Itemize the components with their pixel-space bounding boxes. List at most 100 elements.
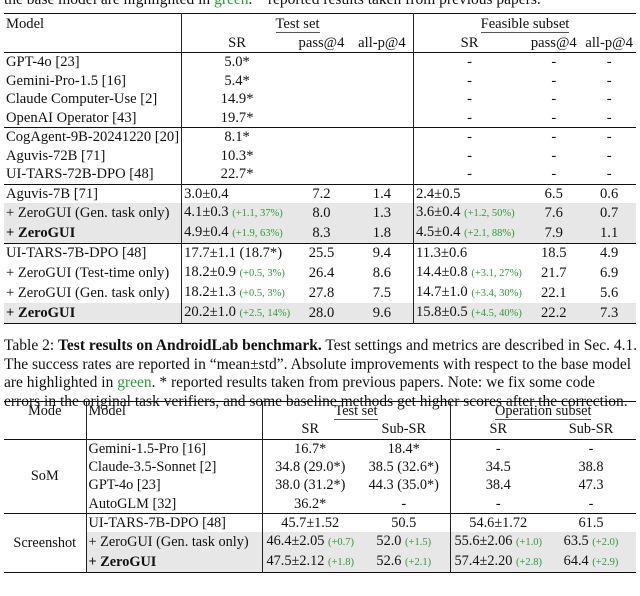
operation-sr: -: [450, 494, 546, 513]
header-mode: Mode: [4, 401, 87, 421]
model-name: Gemini-1.5-Pro [16]: [86, 439, 263, 458]
test-pass4: 27.8: [292, 283, 351, 303]
operation-sr-value: -: [495, 440, 501, 457]
feasible-pass4-value: 6.5: [544, 185, 563, 202]
table-row: Aguvis-7B [71] 3.0±0.4 7.2 1.4 2.4±0.5 6.5 0.6: [4, 184, 636, 203]
feasible-pass4-value: -: [551, 54, 557, 71]
test-pass4: [292, 165, 351, 184]
feasible-sr: 4.5±0.4 (+2.1, 88%): [413, 223, 526, 244]
test-allp4: 9.4: [350, 243, 414, 263]
feasible-pass4: -: [525, 109, 582, 128]
operation-sr-value: 38.4: [485, 477, 511, 494]
header-pass4: pass@4: [530, 34, 577, 51]
test-sr: 46.4±2.05 (+0.7): [262, 532, 358, 553]
feasible-pass4: 22.2: [525, 302, 583, 323]
model-name-value: AutoGLM [32]: [88, 495, 177, 512]
feasible-sr-value: -: [467, 91, 473, 108]
caption-text: are highlighted in: [4, 374, 118, 392]
table-row: + ZeroGUI (Gen. task only) 4.1±0.3 (+1.1,…: [4, 203, 636, 223]
operation-sr: 57.4±2.20 (+2.8): [450, 552, 546, 573]
test-sr-value: 5.0*: [224, 54, 250, 71]
test-subsr-value: 38.5 (32.6*): [368, 459, 439, 476]
feasible-pass4-value: -: [551, 109, 557, 126]
test-allp4: [350, 90, 414, 109]
operation-sr-value: -: [495, 495, 501, 512]
table-row: + ZeroGUI (Test-time only) 18.2±0.9 (+0.5…: [4, 262, 636, 283]
header-test-set: Test set: [262, 401, 451, 421]
feasible-pass4: -: [525, 147, 582, 166]
test-sr-value: 4.1±0.3: [184, 204, 229, 220]
test-sr-value: 45.7±1.52: [281, 514, 340, 531]
test-sr-value: 16.7*: [294, 440, 327, 457]
table-row: Aguvis-72B [71] 10.3* - - -: [4, 146, 636, 166]
test-sr-value: 17.7±1.1 (18.7*): [184, 245, 283, 262]
test-sr: 45.7±1.52: [262, 513, 358, 532]
model-name-value: + ZeroGUI (Gen. task only): [6, 205, 170, 221]
feasible-pass4: -: [525, 90, 582, 109]
test-sr: 14.9*: [182, 90, 293, 109]
test-sr-gain: (+0.5, 3%): [239, 287, 285, 299]
test-allp4-value: 1.3: [372, 205, 392, 221]
feasible-allp4: -: [582, 53, 636, 72]
caption-label: Table 2:: [4, 337, 55, 354]
test-sr-gain: (+2.5, 14%): [239, 307, 291, 319]
model-name-value: UI-TARS-7B-DPO [48]: [6, 245, 147, 262]
test-sr: 5.4*: [182, 72, 293, 91]
test-allp4: [350, 52, 414, 72]
feasible-pass4: 6.5: [525, 184, 582, 203]
feasible-sr-value: -: [467, 109, 473, 126]
caption-text: . * reported results taken from previous…: [151, 374, 595, 392]
test-subsr: 18.4*: [358, 439, 451, 458]
test-subsr-value: 52.0: [376, 533, 402, 550]
feasible-pass4: -: [525, 53, 582, 72]
test-pass4: [292, 53, 351, 72]
header-sr: SR: [489, 421, 508, 438]
test-subsr-value: 18.4*: [387, 440, 420, 457]
operation-subsr: 61.5: [546, 513, 636, 532]
test-sr-value: 46.4±2.05: [266, 533, 325, 550]
model-name-value: Gemini-Pro-1.5 [16]: [6, 72, 126, 89]
feasible-pass4: -: [525, 128, 582, 147]
feasible-sr-gain: (+1.2, 50%): [464, 208, 515, 219]
test-pass4: 26.4: [292, 263, 351, 283]
feasible-sr: 14.7±1.0 (+3.4, 30%): [413, 283, 525, 303]
feasible-allp4-value: -: [606, 147, 612, 164]
test-sr-value: 18.2±0.9: [184, 263, 236, 280]
feasible-sr: -: [413, 147, 525, 166]
feasible-sr-value: 14.4±0.8: [415, 263, 468, 280]
test-allp4: [350, 71, 414, 90]
mode-label: SoM: [4, 439, 87, 514]
test-allp4-value: 9.6: [372, 304, 392, 321]
test-sr: 16.7*: [262, 439, 358, 458]
test-allp4: 1.3: [350, 203, 414, 223]
test-sr-gain: (+0.5, 3%): [239, 267, 285, 279]
model-name: + ZeroGUI: [86, 552, 263, 573]
feasible-sr-value: 3.6±0.4: [415, 204, 461, 220]
test-pass4-value: 27.8: [308, 284, 335, 301]
test-pass4-value: 25.5: [308, 245, 335, 262]
feasible-sr: 15.8±0.5 (+4.5, 40%): [413, 302, 526, 323]
operation-sr: -: [450, 439, 546, 458]
model-name-value: UI-TARS-7B-DPO [48]: [88, 514, 226, 531]
test-allp4: 1.4: [350, 184, 414, 203]
feasible-sr-gain: (+3.1, 27%): [471, 267, 522, 279]
model-name: + ZeroGUI (Gen. task only): [86, 532, 263, 553]
model-name: AutoGLM [32]: [86, 494, 263, 514]
test-sr: 47.5±2.12 (+1.8): [262, 552, 358, 573]
feasible-sr-value: 15.8±0.5: [415, 303, 468, 320]
operation-subsr-gain: (+2.0): [592, 537, 619, 549]
feasible-pass4-value: 22.1: [540, 284, 567, 301]
table-row: Screenshot UI-TARS-7B-DPO [48] 45.7±1.52 50…: [4, 513, 636, 573]
operation-sr-value: 57.4±2.20: [454, 553, 513, 570]
test-allp4-value: 9.4: [372, 245, 392, 262]
header-blank: [86, 420, 263, 440]
test-sr-gain: (+1.1, 37%): [232, 208, 283, 219]
header-model: Model: [86, 401, 263, 421]
feasible-pass4-value: 21.7: [540, 264, 567, 281]
test-pass4-value: 28.0: [308, 304, 335, 321]
caption-text: The success rates are reported in “mean±…: [4, 355, 632, 373]
test-subsr: 50.5: [358, 513, 451, 533]
test-pass4-value: 8.0: [312, 205, 331, 221]
feasible-sr-value: -: [467, 54, 473, 71]
feasible-pass4-value: 18.5: [540, 245, 567, 262]
